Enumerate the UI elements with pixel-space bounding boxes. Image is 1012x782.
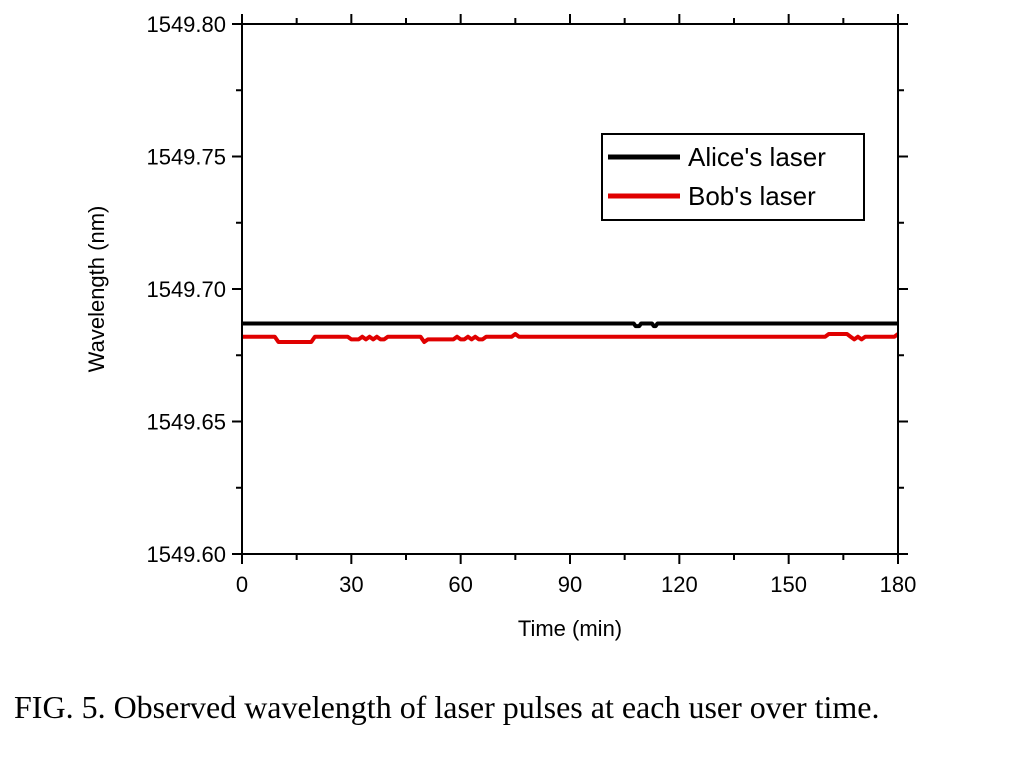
series-line-alice (242, 321, 898, 329)
legend-label-alice: Alice's laser (688, 142, 826, 172)
y-tick-label: 1549.60 (146, 542, 226, 567)
figure-caption: FIG. 5. Observed wavelength of laser pul… (14, 689, 880, 725)
y-tick-label: 1549.80 (146, 12, 226, 37)
x-tick-label: 150 (770, 572, 807, 597)
legend-box (601, 133, 865, 221)
x-tick-label: 120 (661, 572, 698, 597)
y-tick-label: 1549.70 (146, 277, 226, 302)
wavelength-chart: 0 30 60 90 120 150 180 1549.60 1549.65 1549.70 154… (84, 12, 916, 641)
y-axis-title: Wavelength (nm) (84, 206, 109, 373)
x-tick-label: 90 (558, 572, 582, 597)
y-tick-label: 1549.65 (146, 410, 226, 435)
x-axis-title: Time (min) (518, 616, 622, 641)
x-tick-label: 180 (880, 572, 917, 597)
plot-frame (241, 23, 899, 555)
legend: Alice's laser Bob's laser (601, 133, 865, 221)
data-lines (242, 321, 900, 344)
x-tick-label: 30 (339, 572, 363, 597)
x-tick-label: 0 (236, 572, 248, 597)
series-line-bob (242, 332, 900, 344)
y-tick-label: 1549.75 (146, 145, 226, 170)
axis-tick-labels: 0 30 60 90 120 150 180 1549.60 1549.65 1549.70 154… (146, 12, 916, 597)
axis-ticks (232, 14, 908, 564)
legend-label-bob: Bob's laser (688, 181, 816, 211)
x-tick-label: 60 (448, 572, 472, 597)
